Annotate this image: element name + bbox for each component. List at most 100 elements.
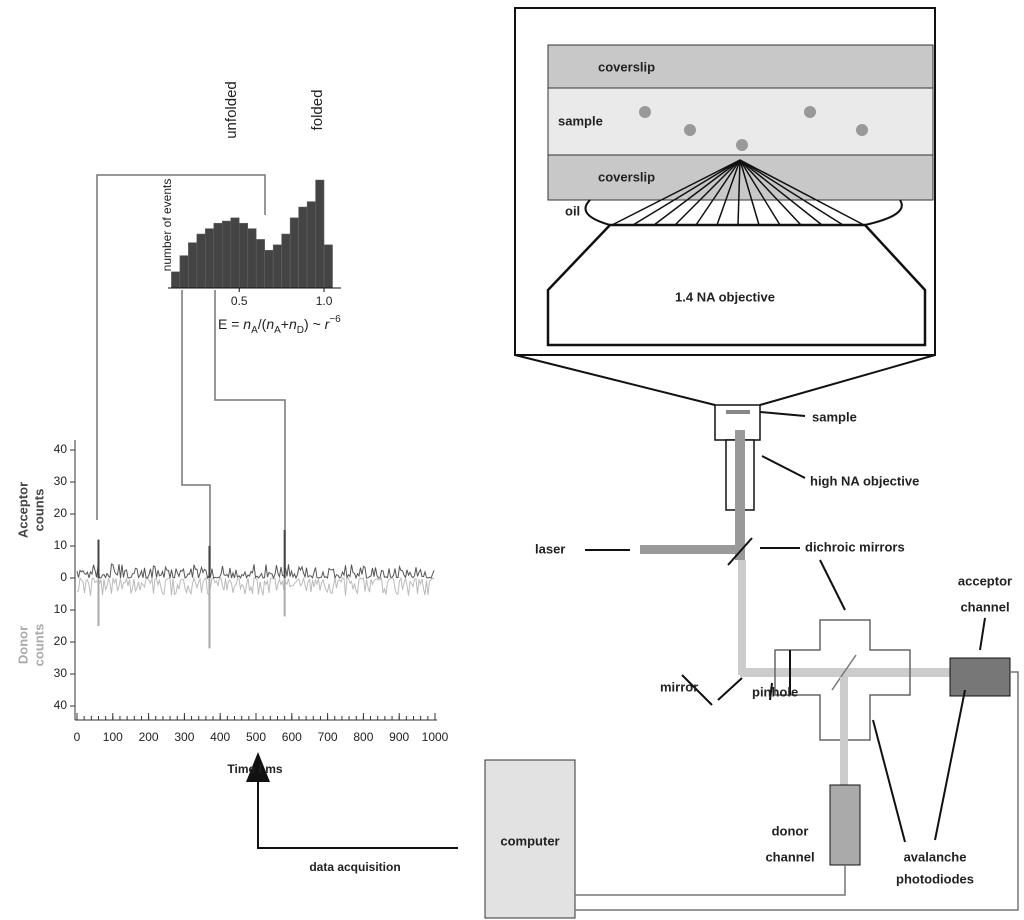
tick-label: 400 (210, 730, 230, 744)
tick-label: 0 (60, 570, 67, 584)
tick-label: 100 (103, 730, 123, 744)
sample-slide (726, 410, 750, 414)
beam (738, 560, 746, 675)
tick-label: 600 (282, 730, 302, 744)
tick-label: 10 (54, 538, 68, 552)
light-cone (611, 159, 865, 226)
hist-bar (213, 222, 223, 289)
hist-bar (298, 206, 308, 289)
hist-bar (323, 244, 333, 289)
acceptor-noise (76, 563, 435, 580)
ray (739, 159, 865, 226)
formula: E = nA/(nA+nD) ~ r−6 (218, 314, 341, 336)
beam (840, 677, 848, 785)
hist-bar (205, 228, 215, 289)
tick-label: 900 (389, 730, 409, 744)
tick-label: 40 (54, 698, 68, 712)
peak-label: folded (309, 90, 326, 131)
formula-part: r (325, 316, 331, 332)
acceptor-detector (949, 657, 1011, 697)
peak-label: unfolded (223, 81, 240, 139)
label: computer (500, 833, 559, 848)
laser-beam (640, 545, 740, 554)
hist-bar (281, 233, 291, 289)
label: coverslip (598, 59, 655, 74)
ray (739, 159, 823, 226)
connectors (96, 174, 286, 570)
label: channel (960, 599, 1009, 614)
formula-part: /( (258, 316, 267, 332)
label: donor (772, 823, 809, 838)
oil-drops (584, 199, 903, 226)
tick-label: 300 (174, 730, 194, 744)
label: dichroic mirrors (805, 539, 905, 554)
hist-bar (306, 201, 316, 289)
ray (739, 159, 802, 226)
hist-bar (289, 217, 299, 289)
hist-bar (272, 244, 282, 289)
noise-trace (76, 563, 435, 597)
tick-label: 20 (54, 506, 68, 520)
ray (611, 159, 741, 226)
hist-bar (179, 255, 189, 289)
axis-title: Donor (15, 626, 30, 664)
ray (739, 159, 781, 226)
formula-part: A (274, 325, 281, 336)
tick-label: 0.5 (231, 294, 248, 308)
hist-bar (247, 228, 257, 289)
hist-bar (230, 217, 240, 289)
axis-title: counts (31, 489, 46, 532)
tick-label: 20 (54, 634, 68, 648)
hist-bar (315, 179, 325, 289)
label: channel (765, 849, 814, 864)
tick-label: 30 (54, 474, 68, 488)
computer-box (484, 759, 576, 919)
ray (632, 159, 741, 226)
label: photodiodes (896, 871, 974, 886)
hist-bar (188, 242, 198, 289)
axis-title: counts (31, 624, 46, 667)
zoom-lines (514, 354, 936, 406)
tick-label: 500 (246, 730, 266, 744)
ray (739, 159, 844, 226)
tick-label: 1.0 (316, 294, 333, 308)
tick-label: 1000 (422, 730, 449, 744)
detection-block (774, 619, 911, 741)
ray (695, 159, 741, 226)
formula-part: −6 (329, 314, 341, 325)
label: 1.4 NA objective (675, 289, 775, 304)
cables (575, 671, 1019, 911)
formula-part: n (266, 316, 274, 332)
ray (739, 159, 760, 226)
ray (716, 159, 741, 226)
tick-label: 0 (74, 730, 81, 744)
molecules (639, 106, 868, 151)
tick-label: 10 (54, 602, 68, 616)
label: data acquisition (309, 860, 400, 874)
dichroic-mirror (831, 654, 857, 691)
ray (674, 159, 741, 226)
axis-title: Time / ms (227, 762, 282, 776)
label: acceptor (958, 573, 1012, 588)
formula-part: A (251, 325, 258, 336)
hist-bar (171, 271, 181, 289)
ray (653, 159, 741, 226)
label: mirror (660, 679, 698, 694)
tick-label: 700 (318, 730, 338, 744)
dichroic-mirror (727, 537, 753, 566)
objective-lens (546, 223, 927, 347)
mirror (717, 677, 743, 701)
tick-label: 200 (139, 730, 159, 744)
tick-label: 40 (54, 442, 68, 456)
axis-title: number of events (160, 179, 174, 272)
axis-title: Acceptor (15, 482, 30, 538)
acquisition-arrow (257, 780, 458, 849)
hist-bar (196, 233, 206, 289)
ray (737, 159, 741, 226)
hist-bar (222, 220, 232, 289)
beam (735, 430, 745, 560)
hist-bar (264, 249, 274, 289)
label: pinhole (752, 684, 798, 699)
label: high NA objective (810, 473, 919, 488)
